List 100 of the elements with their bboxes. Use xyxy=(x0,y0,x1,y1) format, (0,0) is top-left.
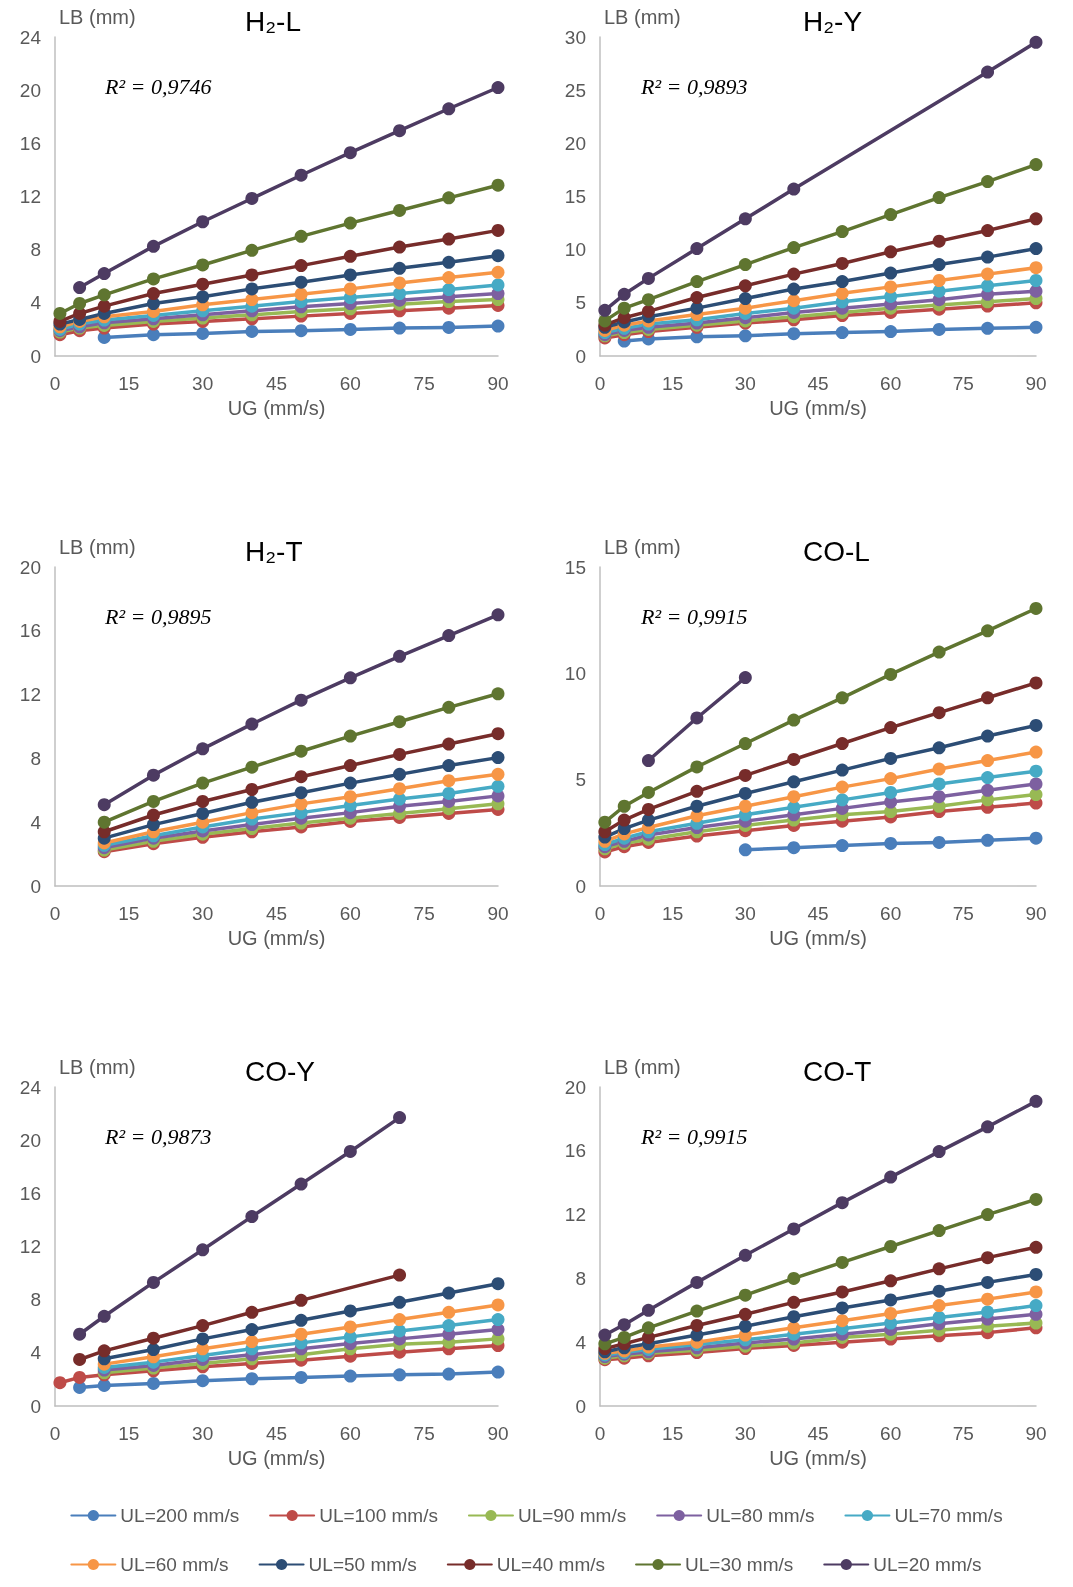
point xyxy=(343,1320,357,1334)
point xyxy=(738,1248,752,1262)
point xyxy=(196,742,210,756)
point xyxy=(442,271,456,285)
point xyxy=(690,1318,704,1332)
y-tick-label: 12 xyxy=(19,186,41,207)
point xyxy=(787,327,801,341)
x-tick-label: 0 xyxy=(49,373,61,394)
point xyxy=(738,843,752,857)
x-axis-title: UG (mm/s) xyxy=(227,926,326,949)
x-axis-title: UG (mm/s) xyxy=(227,396,326,419)
point xyxy=(97,815,111,829)
annotation: R² = 0,9895 xyxy=(104,603,212,629)
point xyxy=(491,249,505,263)
point xyxy=(245,1335,259,1349)
point xyxy=(884,785,898,799)
point xyxy=(294,229,308,243)
point xyxy=(294,1177,308,1191)
point xyxy=(835,691,849,705)
point xyxy=(884,1306,898,1320)
legend-label: UL=30 mm/s xyxy=(685,1554,794,1575)
point xyxy=(442,102,456,116)
point xyxy=(393,782,407,796)
x-tick-label: 30 xyxy=(734,1423,756,1444)
point xyxy=(491,727,505,741)
point xyxy=(690,1275,704,1289)
point xyxy=(196,776,210,790)
point xyxy=(598,815,612,829)
point xyxy=(1029,1299,1043,1313)
point xyxy=(932,1224,946,1238)
point xyxy=(835,1285,849,1299)
point xyxy=(738,1319,752,1333)
point xyxy=(73,1370,87,1384)
point xyxy=(442,232,456,246)
x-tick-label: 90 xyxy=(1025,373,1047,394)
point xyxy=(787,1321,801,1335)
x-tick-label: 90 xyxy=(487,1423,509,1444)
point xyxy=(491,1365,505,1379)
x-axis-title: UG (mm/s) xyxy=(769,1446,867,1469)
point xyxy=(442,737,456,751)
point xyxy=(787,267,801,281)
point xyxy=(442,759,456,773)
point xyxy=(343,216,357,230)
point xyxy=(343,1144,357,1158)
point xyxy=(343,268,357,282)
point xyxy=(196,1374,210,1388)
point xyxy=(97,1378,111,1392)
point xyxy=(442,700,456,714)
point xyxy=(53,306,67,320)
point xyxy=(146,272,160,286)
x-tick-label: 75 xyxy=(952,373,974,394)
y-axis-title: LB (mm) xyxy=(59,6,136,28)
point xyxy=(245,1323,259,1337)
point xyxy=(1029,320,1043,334)
point xyxy=(491,178,505,192)
point xyxy=(294,1293,308,1307)
point xyxy=(343,1369,357,1383)
point xyxy=(690,242,704,256)
point xyxy=(146,768,160,782)
point xyxy=(884,280,898,294)
point xyxy=(393,287,407,301)
point xyxy=(393,1313,407,1327)
point xyxy=(884,1170,898,1184)
point xyxy=(787,800,801,814)
point xyxy=(1029,831,1043,845)
point xyxy=(294,168,308,182)
y-tick-label: 25 xyxy=(564,79,586,101)
point xyxy=(932,1310,946,1324)
point xyxy=(294,797,308,811)
point xyxy=(884,245,898,259)
y-tick-label: 0 xyxy=(30,875,41,897)
x-tick-label: 60 xyxy=(339,903,361,924)
point xyxy=(787,1222,801,1236)
y-tick-label: 20 xyxy=(564,1076,586,1098)
y-tick-label: 15 xyxy=(564,186,586,207)
x-tick-label: 75 xyxy=(413,1423,435,1444)
annotation: R² = 0,9873 xyxy=(104,1123,212,1149)
point xyxy=(245,243,259,257)
point xyxy=(442,786,456,800)
y-tick-label: 16 xyxy=(19,620,41,642)
point xyxy=(598,303,612,317)
point xyxy=(787,1295,801,1309)
point xyxy=(1029,158,1043,172)
y-tick-label: 5 xyxy=(575,769,586,791)
point xyxy=(981,65,995,79)
point xyxy=(1029,261,1043,275)
point xyxy=(245,1210,259,1224)
x-tick-label: 45 xyxy=(807,903,829,924)
chart-title: H₂-L xyxy=(245,5,301,37)
y-tick-label: 30 xyxy=(564,26,586,48)
legend-label: UL=200 mm/s xyxy=(120,1505,240,1526)
point xyxy=(294,259,308,273)
annotation: R² = 0,9746 xyxy=(104,73,212,99)
x-tick-label: 30 xyxy=(192,903,214,924)
point xyxy=(787,1310,801,1324)
x-tick-label: 15 xyxy=(118,1423,140,1444)
y-tick-label: 0 xyxy=(30,345,41,367)
legend-label: UL=50 mm/s xyxy=(308,1554,417,1575)
point xyxy=(884,836,898,850)
point xyxy=(1029,1094,1043,1108)
